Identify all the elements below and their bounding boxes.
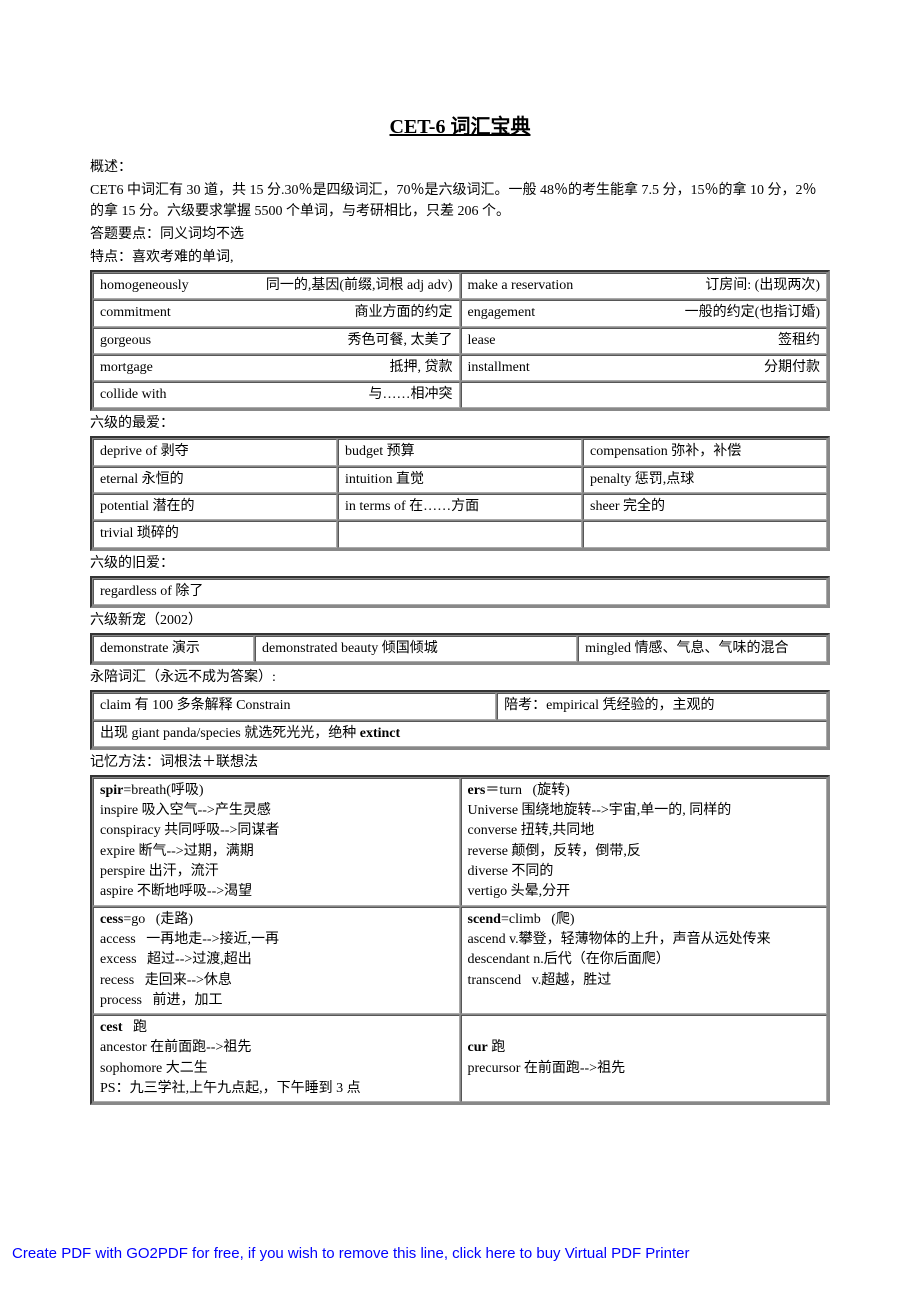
table-cell: spir=breath(呼吸)inspire 吸入空气-->产生灵感conspi… [93, 778, 460, 906]
table-cell: eternal 永恒的 [93, 467, 337, 493]
table-cell: cess=go (走路)access 一再地走-->接近,一再excess 超过… [93, 907, 460, 1014]
table-cell: compensation 弥补，补偿 [583, 439, 827, 465]
table-cell: penalty 惩罚,点球 [583, 467, 827, 493]
table-cell: 出现 giant panda/species 就选死光光，绝种 extinct [93, 721, 827, 747]
document-page: CET-6 词汇宝典 概述： CET6 中词汇有 30 道，共 15 分.30％… [0, 0, 920, 1147]
vocab-table-roots: spir=breath(呼吸)inspire 吸入空气-->产生灵感conspi… [90, 775, 830, 1105]
table-cell: collide with与……相冲突 [93, 382, 460, 408]
page-title: CET-6 词汇宝典 [90, 110, 830, 139]
table-cell: deprive of 剥夺 [93, 439, 337, 465]
table-cell [583, 521, 827, 547]
label-old-favorites: 六级的旧爱： [90, 553, 830, 574]
table-cell: potential 潜在的 [93, 494, 337, 520]
table-cell: homogeneously同一的,基因(前缀,词根 adj adv) [93, 273, 460, 299]
vocab-table-old: regardless of 除了 [90, 576, 830, 608]
table-cell: demonstrated beauty 倾国倾城 [255, 636, 577, 662]
vocab-table-1: homogeneously同一的,基因(前缀,词根 adj adv)make a… [90, 270, 830, 411]
vocab-table-favorites: deprive of 剥夺budget 预算compensation 弥补，补偿… [90, 436, 830, 550]
table-cell: trivial 琐碎的 [93, 521, 337, 547]
table-cell: mingled 情感、气息、气味的混合 [578, 636, 827, 662]
label-favorites: 六级的最爱： [90, 413, 830, 434]
vocab-table-new: demonstrate 演示demonstrated beauty 倾国倾城mi… [90, 633, 830, 665]
table-cell: mortgage抵押, 贷款 [93, 355, 460, 381]
label-never-answer: 永陪词汇（永远不成为答案）: [90, 667, 830, 688]
vocab-table-never: claim 有 100 多条解释 Constrain 陪考：empirical … [90, 690, 830, 750]
table-cell: commitment商业方面的约定 [93, 300, 460, 326]
table-cell: 陪考：empirical 凭经验的，主观的 [497, 693, 827, 719]
intro-feature: 特点：喜欢考难的单词, [90, 247, 830, 268]
table-cell: cur 跑precursor 在前面跑-->祖先 [461, 1015, 828, 1102]
table-cell: gorgeous秀色可餐, 太美了 [93, 328, 460, 354]
table-cell: sheer 完全的 [583, 494, 827, 520]
table-cell: budget 预算 [338, 439, 582, 465]
table-cell: engagement一般的约定(也指订婚) [461, 300, 828, 326]
table-cell: demonstrate 演示 [93, 636, 254, 662]
table-cell: lease签租约 [461, 328, 828, 354]
pdf-footer-link[interactable]: Create PDF with GO2PDF for free, if you … [0, 1245, 920, 1262]
table-cell: make a reservation订房间: (出现两次) [461, 273, 828, 299]
intro-overview-text: CET6 中词汇有 30 道，共 15 分.30％是四级词汇，70％是六级词汇。… [90, 180, 830, 222]
table-cell [461, 382, 828, 408]
intro-tips: 答题要点：同义词均不选 [90, 224, 830, 245]
intro-overview-label: 概述： [90, 157, 830, 178]
label-memory-method: 记忆方法：词根法＋联想法 [90, 752, 830, 773]
table-cell: in terms of 在……方面 [338, 494, 582, 520]
table-cell: cest 跑ancestor 在前面跑-->祖先sophomore 大二生PS：… [93, 1015, 460, 1102]
table-cell: regardless of 除了 [93, 579, 827, 605]
table-cell [338, 521, 582, 547]
table-cell: ers＝turn (旋转)Universe 围绕地旋转-->宇宙,单一的, 同样… [461, 778, 828, 906]
label-new-favorites: 六级新宠（2002） [90, 610, 830, 631]
table-cell: intuition 直觉 [338, 467, 582, 493]
table-cell: installment分期付款 [461, 355, 828, 381]
table-cell: claim 有 100 多条解释 Constrain [93, 693, 496, 719]
table-cell: scend=climb (爬)ascend v.攀登，轻薄物体的上升，声音从远处… [461, 907, 828, 1014]
